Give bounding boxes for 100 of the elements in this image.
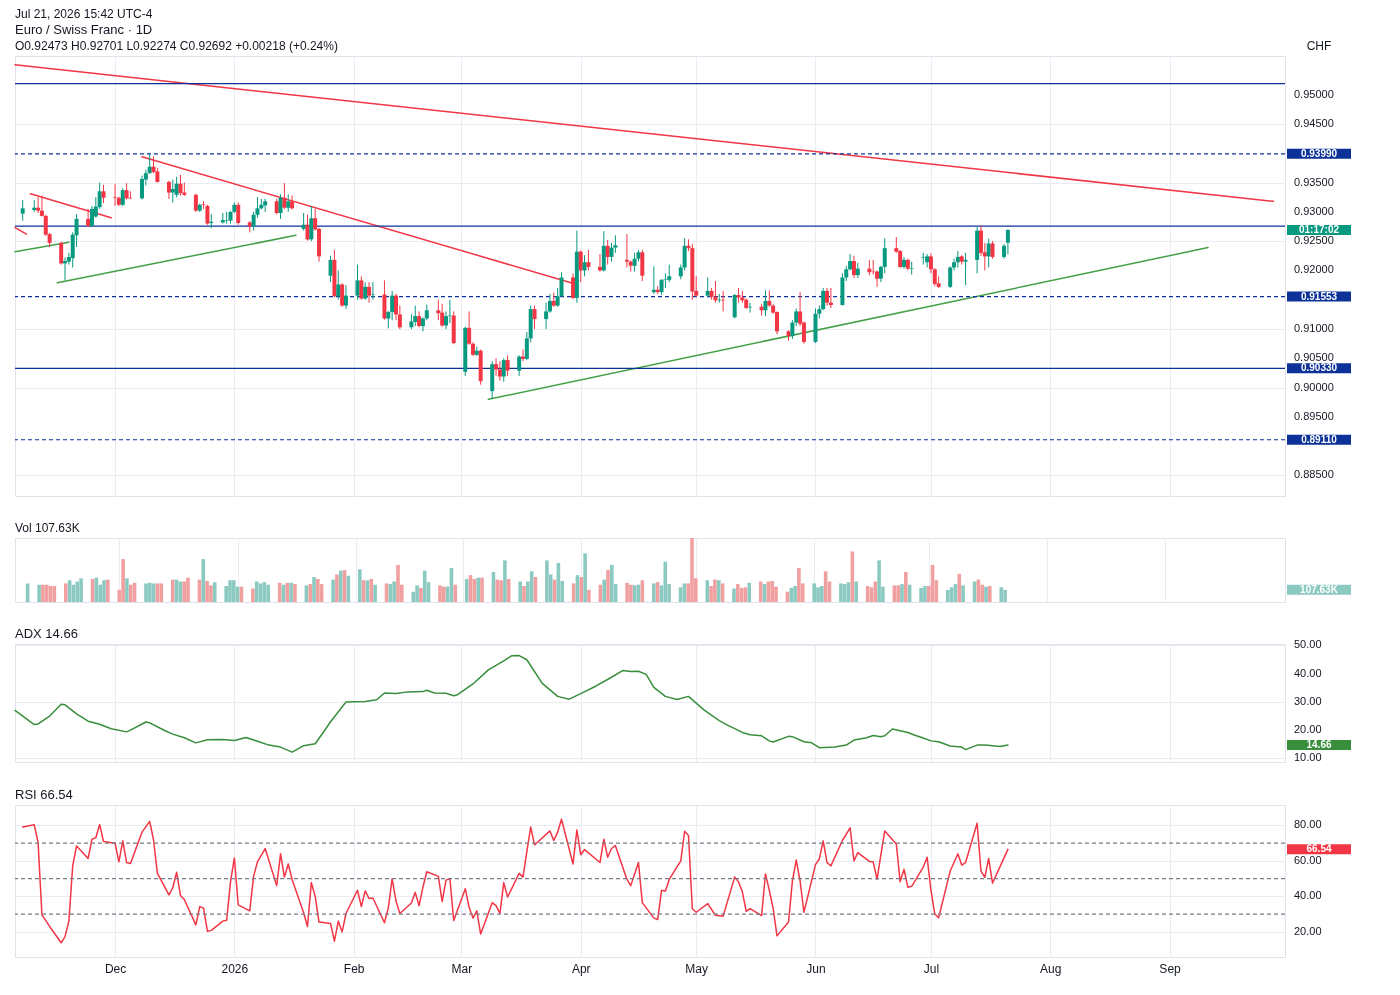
candlestick [236,201,241,226]
bar [984,586,988,602]
bar [583,553,587,602]
bar [812,583,816,602]
bar [75,581,80,602]
y-tick-label: 0.88500 [1294,468,1334,481]
ref-line-label: 0.93990 [1300,147,1338,159]
bar [312,577,316,602]
bar [873,581,878,602]
candlestick [909,261,914,276]
y-tick-label: 0.93000 [1294,204,1334,217]
bar [159,583,164,602]
bar [705,580,710,602]
candlestick [309,205,314,242]
bar [415,585,419,602]
bar [545,560,549,602]
bar [453,584,458,602]
chart-title: Euro / Swiss Franc · 1D [15,22,153,37]
line-series [21,818,1009,944]
bar [506,578,511,602]
bar [793,586,797,602]
bar [44,584,49,602]
bar [419,587,423,602]
candlestick [205,204,210,226]
text: Vol 107.63K [15,521,80,535]
bar [148,582,152,602]
bar [102,580,106,602]
bar [1003,589,1007,602]
candlestick [463,326,468,377]
text: 14.66 [1306,738,1332,750]
bar [251,588,255,602]
candlestick [501,357,506,383]
bar [41,584,45,602]
candlestick [101,184,106,204]
y-tick-label: 80.00 [1294,818,1322,831]
candlestick [332,249,337,298]
candlestick [975,226,980,274]
candlestick [494,357,499,377]
y-tick-label: 0.92000 [1294,263,1334,276]
candlestick [382,279,387,321]
x-tick-label: Apr [571,961,591,976]
candlestick [532,305,537,330]
candlestick [640,249,645,282]
bar [896,585,900,602]
text: 107.63K [1300,583,1339,595]
bar [396,564,400,602]
bar [999,587,1004,602]
bar [610,564,614,602]
bar [606,570,610,602]
x-tick-label: Aug [1040,961,1062,976]
bar [736,584,740,602]
bar [980,584,984,602]
bar [254,581,259,602]
x-tick-label: Sep [1159,961,1182,976]
bar [602,579,606,602]
bar [392,581,396,602]
bar [212,582,217,602]
bar [79,578,83,602]
bar [923,586,927,602]
bar [632,585,637,602]
text: 01:17:02 [1298,223,1340,235]
bar [797,568,801,602]
bar [663,561,668,602]
y-tick-label: 10.00 [1294,751,1322,764]
candlestick [624,233,629,268]
candlestick [705,276,710,298]
y-tick-label: 0.95000 [1294,87,1334,100]
candlestick [451,310,456,345]
y-tick-label: 20.00 [1294,924,1322,937]
bar [716,580,721,602]
candlestick [166,180,171,200]
bar [961,585,965,602]
bar [587,589,591,602]
y-tick-label: 0.89500 [1294,409,1334,422]
bar [625,582,629,602]
chart-title: ADX 14.66 [15,626,78,641]
bar [285,582,290,602]
y-tick-label: 30.00 [1294,694,1322,707]
x-tick-label: Feb [343,961,365,976]
text: 66.54 [1306,843,1332,855]
bar [629,584,633,602]
bar [988,586,992,602]
ref-line-label: 0.91553 [1300,290,1338,302]
bar [186,577,190,602]
bar [854,581,858,602]
y-tick-label: 40.00 [1294,889,1322,902]
candlestick [478,349,483,386]
bar [919,587,923,602]
x-tick-label: Jun [806,961,826,976]
line-series [14,654,1009,753]
chart-title: RSI 66.54 [15,787,73,802]
candlestick [517,354,522,377]
bar [422,570,427,602]
candlestick [59,241,64,266]
candlestick [586,249,591,271]
bar [106,579,110,602]
bar [438,585,442,602]
bar [308,584,312,602]
ref-line-label: 0.90330 [1300,362,1338,374]
bar [839,583,843,602]
